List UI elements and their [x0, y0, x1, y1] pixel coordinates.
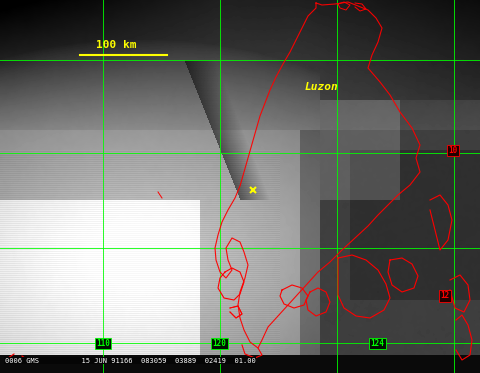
Text: Luzon: Luzon: [305, 82, 338, 91]
Text: 120: 120: [213, 339, 227, 348]
Text: 100 km: 100 km: [96, 40, 136, 50]
Text: 12: 12: [441, 291, 450, 300]
Text: 110: 110: [96, 339, 110, 348]
Text: 0006 GMS          15 JUN 91166  083059  03889  02419  01.00: 0006 GMS 15 JUN 91166 083059 03889 02419…: [5, 358, 255, 364]
Text: 10: 10: [448, 146, 457, 155]
Text: 124: 124: [371, 339, 384, 348]
